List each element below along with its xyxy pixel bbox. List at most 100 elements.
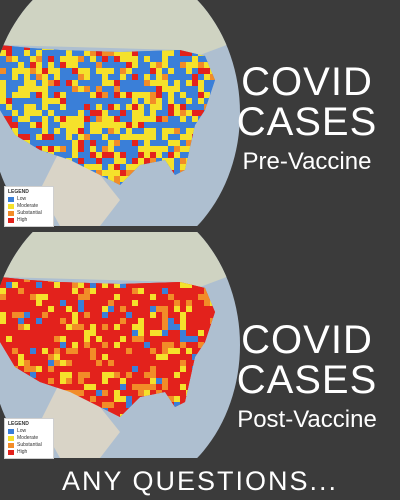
county-cell — [198, 74, 204, 80]
county-cell — [72, 306, 78, 312]
county-cell — [150, 62, 156, 68]
county-cell — [102, 390, 108, 396]
county-cell — [90, 104, 96, 110]
county-cell — [18, 92, 24, 98]
county-cell — [90, 318, 96, 324]
county-cell — [48, 336, 54, 342]
county-cell — [66, 104, 72, 110]
county-cell — [102, 384, 108, 390]
county-cell — [42, 86, 48, 92]
county-cell — [78, 360, 84, 366]
county-cell — [174, 170, 180, 176]
county-cell — [48, 86, 54, 92]
county-cell — [54, 116, 60, 122]
county-cell — [18, 360, 24, 366]
county-cell — [180, 294, 186, 300]
county-cell — [84, 110, 90, 116]
county-cell — [120, 74, 126, 80]
county-cell — [180, 116, 186, 122]
county-cell — [162, 300, 168, 306]
county-cell — [156, 342, 162, 348]
county-cell — [180, 282, 186, 288]
county-cell — [120, 92, 126, 98]
county-cell — [198, 92, 204, 98]
county-cell — [96, 56, 102, 62]
county-cell — [138, 330, 144, 336]
county-cell — [72, 74, 78, 80]
county-cell — [168, 306, 174, 312]
county-cell — [78, 98, 84, 104]
county-cell — [60, 116, 66, 122]
county-cell — [192, 348, 198, 354]
county-cell — [42, 330, 48, 336]
county-cell — [168, 300, 174, 306]
county-cell — [162, 378, 168, 384]
county-cell — [120, 98, 126, 104]
county-cell — [48, 116, 54, 122]
county-cell — [126, 282, 132, 288]
county-cell — [48, 300, 54, 306]
county-cell — [24, 110, 30, 116]
county-cell — [78, 134, 84, 140]
county-cell — [150, 92, 156, 98]
county-cell — [84, 396, 90, 402]
county-cell — [18, 336, 24, 342]
county-cell — [0, 288, 6, 294]
county-cell — [18, 342, 24, 348]
county-cell — [6, 282, 12, 288]
county-cell — [168, 68, 174, 74]
county-cell — [114, 110, 120, 116]
county-cell — [84, 92, 90, 98]
county-cell — [198, 342, 204, 348]
county-cell — [204, 312, 210, 318]
county-cell — [126, 378, 132, 384]
county-cell — [96, 294, 102, 300]
county-cell — [66, 134, 72, 140]
county-cell — [54, 348, 60, 354]
legend-label: Moderate — [17, 203, 39, 209]
county-cell — [126, 288, 132, 294]
county-cell — [156, 140, 162, 146]
county-cell — [126, 92, 132, 98]
county-cell — [120, 354, 126, 360]
county-cell — [150, 80, 156, 86]
county-cell — [180, 146, 186, 152]
county-cell — [96, 348, 102, 354]
county-cell — [54, 384, 60, 390]
county-cell — [108, 300, 114, 306]
legend-label: High — [17, 449, 28, 455]
county-cell — [18, 300, 24, 306]
county-cell — [96, 116, 102, 122]
county-cell — [12, 80, 18, 86]
county-cell — [168, 372, 174, 378]
county-cell — [84, 378, 90, 384]
county-cell — [78, 74, 84, 80]
county-cell — [18, 110, 24, 116]
county-cell — [108, 390, 114, 396]
county-cell — [66, 86, 72, 92]
county-cell — [162, 282, 168, 288]
county-cell — [144, 74, 150, 80]
county-cell — [132, 74, 138, 80]
county-cell — [96, 98, 102, 104]
county-cell — [42, 282, 48, 288]
county-cell — [174, 92, 180, 98]
county-cell — [144, 98, 150, 104]
county-cell — [102, 294, 108, 300]
county-cell — [66, 56, 72, 62]
county-cell — [210, 306, 215, 312]
county-cell — [168, 146, 174, 152]
county-cell — [18, 98, 24, 104]
county-cell — [126, 86, 132, 92]
county-cell — [102, 312, 108, 318]
county-cell — [54, 152, 60, 158]
county-cell — [162, 330, 168, 336]
county-cell — [72, 372, 78, 378]
county-cell — [90, 330, 96, 336]
county-cell — [66, 354, 72, 360]
county-cell — [30, 348, 36, 354]
county-cell — [114, 182, 120, 185]
county-cell — [126, 80, 132, 86]
county-cell — [48, 140, 54, 146]
county-cell — [186, 110, 192, 116]
